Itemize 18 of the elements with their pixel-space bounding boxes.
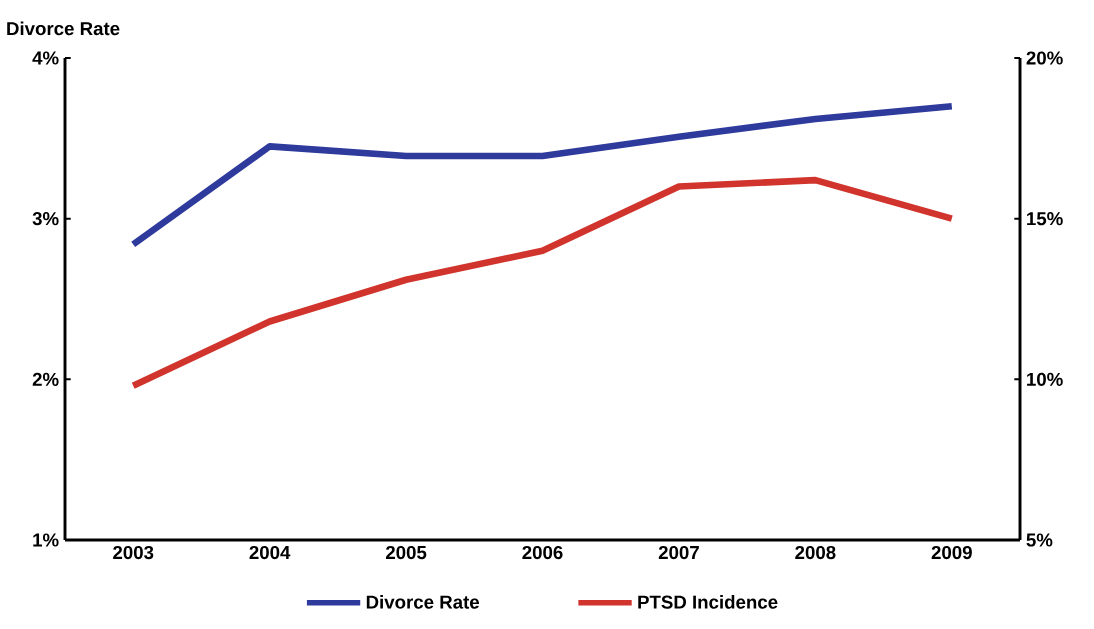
x-tick-label: 2004: [249, 545, 291, 560]
x-tick-label: 2006: [522, 545, 563, 560]
x-tick-label: 2008: [795, 545, 836, 560]
y-tick-label: 3%: [32, 212, 59, 226]
legend-label: PTSD Incidence: [638, 595, 778, 609]
y2-tick-label: 10%: [1027, 372, 1063, 386]
y-tick-label: 1%: [33, 533, 59, 547]
legend-label: Divorce Rate: [366, 595, 480, 609]
x-tick-label: 2009: [931, 545, 972, 560]
y2-tick-label: 15%: [1027, 212, 1063, 226]
y-tick-label: 2%: [32, 372, 59, 386]
x-tick-label: 2003: [113, 545, 154, 560]
y2-tick-label: 20%: [1026, 51, 1063, 65]
x-tick-label: 2005: [385, 545, 427, 560]
y-axis-title: Divorce Rate: [7, 21, 120, 36]
y-tick-label: 4%: [32, 51, 59, 65]
y2-tick-label: 5%: [1026, 533, 1053, 547]
x-tick-label: 2007: [658, 545, 699, 560]
